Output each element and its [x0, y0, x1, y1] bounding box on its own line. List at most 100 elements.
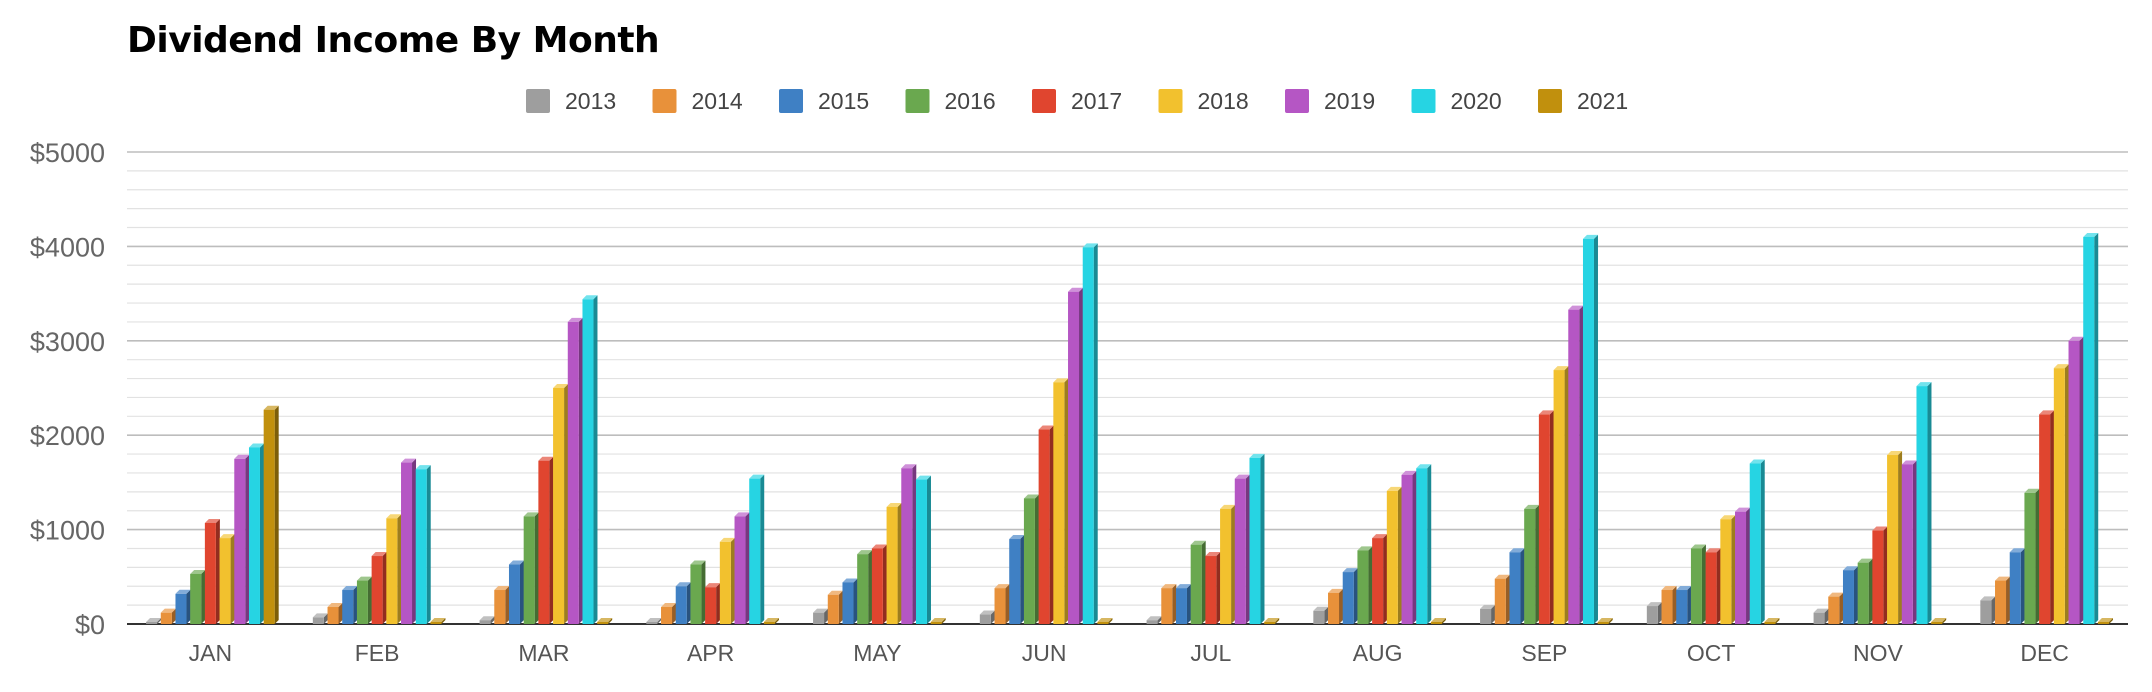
bar-2018-may	[886, 502, 902, 624]
bar-2014-jan	[160, 608, 176, 624]
bar-2019-jun	[1068, 287, 1084, 624]
bar-2018-oct	[1720, 515, 1736, 624]
bar-2014-mar	[494, 586, 510, 624]
bar-2013-nov	[1813, 608, 1829, 624]
bar-2013-may	[813, 608, 829, 624]
bar-2016-apr	[690, 560, 706, 624]
x-tick-label: AUG	[1353, 640, 1403, 666]
legend-item-2016: 2016	[905, 88, 996, 114]
bar-2017-dec	[2039, 410, 2055, 624]
legend-label: 2016	[945, 88, 996, 114]
gridlines	[127, 151, 2128, 625]
bar-2016-feb	[356, 576, 372, 624]
bar-2015-apr	[675, 582, 691, 624]
bar-2019-feb	[401, 458, 417, 624]
bar-2017-jul	[1205, 552, 1221, 624]
bar-2019-may	[901, 464, 917, 624]
legend-swatch	[1158, 89, 1183, 113]
x-tick-label: OCT	[1687, 640, 1736, 666]
legend-label: 2021	[1577, 88, 1628, 114]
y-tick-label: $2000	[30, 421, 105, 451]
bar-2020-dec	[2083, 232, 2099, 624]
bar-2013-dec	[1980, 596, 1996, 624]
y-tick-label: $3000	[30, 327, 105, 357]
bar-2020-aug	[1416, 464, 1432, 624]
bar-2017-mar	[538, 456, 554, 624]
bar-2015-aug	[1342, 568, 1358, 624]
bar-2018-jan	[219, 534, 235, 624]
bar-2020-jul	[1249, 453, 1265, 624]
bar-2015-nov	[1842, 566, 1858, 624]
bar-2019-nov	[1901, 460, 1917, 624]
bar-2020-oct	[1749, 459, 1765, 624]
bar-2020-mar	[582, 295, 598, 624]
bar-2021-jun	[1097, 618, 1113, 624]
bar-2019-oct	[1735, 507, 1751, 624]
bar-2019-mar	[567, 317, 583, 624]
bar-2018-apr	[719, 537, 735, 624]
bar-2018-jun	[1053, 378, 1069, 624]
bar-2017-jan	[204, 518, 220, 624]
bars	[146, 232, 2113, 624]
bar-2013-oct	[1646, 602, 1662, 624]
x-tick-label: JAN	[189, 640, 232, 666]
bar-2018-jul	[1220, 504, 1236, 624]
legend-label: 2019	[1324, 88, 1375, 114]
legend-item-2017: 2017	[1032, 88, 1122, 114]
legend-item-2021: 2021	[1538, 88, 1628, 114]
bar-2021-nov	[1931, 618, 1947, 624]
bar-2014-jun	[994, 584, 1010, 624]
bar-2021-mar	[597, 618, 613, 624]
bar-2015-mar	[508, 560, 524, 624]
bar-2016-jan	[190, 569, 206, 624]
bar-2021-feb	[430, 618, 446, 624]
bar-2020-nov	[1916, 382, 1932, 624]
legend-swatch	[779, 89, 803, 113]
bar-2014-dec	[1995, 576, 2011, 624]
legend-swatch	[1411, 89, 1436, 113]
legend-swatch	[1032, 89, 1056, 113]
legend-label: 2017	[1071, 88, 1122, 114]
bar-2017-aug	[1372, 534, 1388, 624]
bar-2014-jul	[1161, 584, 1177, 624]
legend-swatch	[652, 89, 677, 113]
legend-label: 2018	[1198, 88, 1249, 114]
bar-2013-jun	[979, 610, 995, 624]
bar-2016-nov	[1857, 558, 1873, 624]
bar-2020-sep	[1582, 234, 1598, 624]
bar-2019-sep	[1568, 305, 1584, 624]
bar-2017-oct	[1705, 548, 1721, 624]
bar-2015-oct	[1676, 586, 1692, 624]
y-axis: $0 $1000 $2000 $3000 $4000 $5000	[30, 138, 105, 640]
bar-2019-dec	[2068, 336, 2084, 624]
bar-2018-nov	[1887, 451, 1903, 624]
bar-2014-sep	[1494, 574, 1510, 624]
legend-item-2015: 2015	[779, 88, 869, 114]
bar-2016-dec	[2024, 488, 2040, 624]
bar-2021-oct	[1764, 618, 1780, 624]
bar-2019-apr	[734, 512, 750, 624]
x-tick-label: JUN	[1022, 640, 1067, 666]
y-tick-label: $4000	[30, 232, 105, 262]
bar-2021-jan	[263, 405, 279, 624]
bar-2017-apr	[705, 583, 721, 624]
bar-2019-jan	[234, 454, 250, 624]
bar-2014-apr	[661, 603, 677, 624]
legend-item-2020: 2020	[1411, 88, 1502, 114]
bar-2016-jul	[1190, 540, 1206, 624]
y-tick-label: $0	[75, 610, 105, 640]
bar-2020-jan	[248, 443, 264, 624]
bar-2021-jul	[1264, 618, 1280, 624]
bar-2017-sep	[1538, 410, 1554, 624]
bar-2013-aug	[1313, 606, 1329, 624]
bar-2018-mar	[553, 384, 569, 624]
bar-2013-mar	[479, 616, 495, 624]
bar-2016-mar	[523, 512, 539, 624]
bar-2019-jul	[1234, 474, 1250, 624]
bar-2014-nov	[1828, 592, 1844, 624]
chart-title: Dividend Income By Month	[127, 20, 660, 61]
legend-label: 2014	[692, 88, 743, 114]
x-tick-label: MAY	[853, 640, 901, 666]
bar-2014-aug	[1328, 588, 1344, 624]
x-tick-label: FEB	[355, 640, 400, 666]
